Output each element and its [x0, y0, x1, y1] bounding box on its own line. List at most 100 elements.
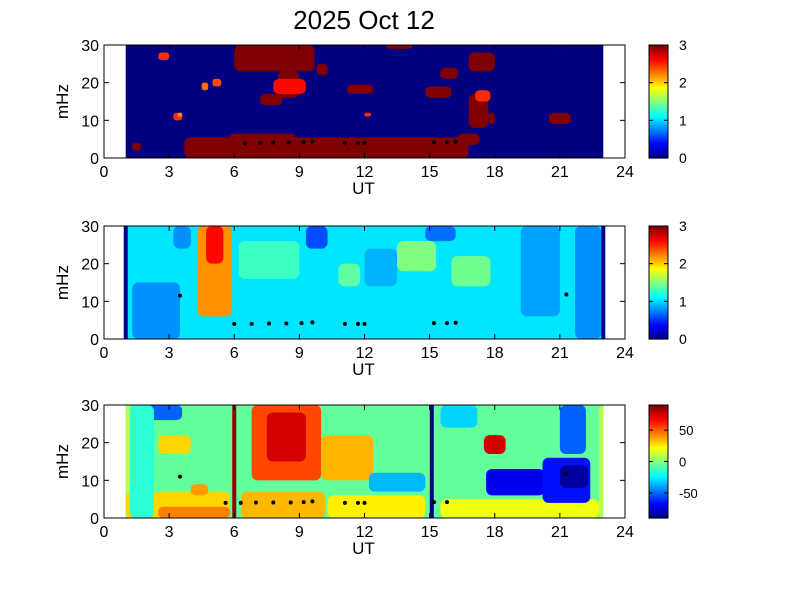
data-marker: [444, 140, 449, 145]
colorbar-segment: [649, 514, 668, 517]
colorbar-segment: [649, 55, 668, 58]
colorbar-segment: [649, 67, 668, 71]
heatmap-feature: [321, 435, 374, 481]
colorbar-segment: [649, 316, 668, 319]
colorbar-segment: [649, 415, 668, 418]
colorbar-frame: [648, 44, 669, 159]
figure-title: 2025 Oct 12: [293, 5, 435, 35]
colorbar-segment: [649, 248, 668, 252]
data-marker: [299, 321, 304, 326]
colorbar-segment: [649, 154, 668, 157]
colorbar-segment: [649, 472, 668, 475]
colorbar: 0 1 2 3: [648, 218, 687, 347]
colorbar-segment: [649, 236, 668, 239]
colorbar-segment: [649, 266, 668, 269]
heatmap-feature: [132, 142, 141, 151]
x-tick-label: 24: [616, 524, 634, 541]
colorbar-segment: [649, 436, 668, 440]
colorbar-segment: [649, 440, 668, 443]
colorbar-segment: [649, 426, 668, 429]
colorbar-segment: [649, 240, 668, 243]
colorbar-segment: [649, 413, 668, 417]
data-marker: [238, 500, 243, 505]
colorbar-segment: [649, 238, 668, 241]
colorbar-segment: [649, 264, 668, 268]
heatmap-feature: [368, 472, 426, 492]
colorbar-segment: [649, 317, 668, 321]
colorbar-segment: [649, 226, 668, 229]
heatmap-feature: [158, 52, 170, 61]
x-axis-label: UT: [352, 360, 375, 379]
colorbar-segment: [649, 493, 668, 496]
data-marker: [271, 140, 276, 145]
data-marker: [271, 500, 276, 505]
colorbar-segment: [649, 75, 668, 78]
data-marker: [310, 320, 315, 325]
colorbar-segment: [649, 241, 668, 245]
x-axis-label: UT: [352, 539, 375, 558]
colorbar-segment: [649, 326, 668, 330]
colorbar-segment: [649, 296, 668, 299]
x-tick-label: 0: [100, 524, 109, 541]
heatmap-feature: [475, 90, 491, 102]
colorbar-segment: [649, 319, 668, 322]
colorbar-segment: [649, 482, 668, 486]
heatmap-feature: [234, 45, 315, 72]
colorbar-segment: [649, 422, 668, 426]
colorbar-segment: [649, 284, 668, 287]
colorbar-tick-label: 0: [679, 331, 687, 347]
colorbar-segment: [649, 486, 668, 489]
colorbar-segment: [649, 495, 668, 498]
colorbar-segment: [649, 408, 668, 411]
x-tick-label: 15: [421, 164, 439, 181]
colorbar-segment: [649, 405, 668, 408]
data-marker: [342, 140, 347, 145]
colorbar-tick-label: 0: [679, 150, 687, 166]
colorbar-segment: [649, 291, 668, 294]
colorbar-segment: [649, 64, 668, 67]
colorbar-segment: [649, 80, 668, 83]
colorbar-segment: [649, 231, 668, 234]
y-tick-label: 20: [81, 257, 99, 274]
heatmap-feature: [559, 405, 586, 454]
heatmap-feature: [125, 405, 131, 518]
data-marker: [431, 321, 436, 326]
colorbar-segment: [649, 138, 668, 141]
heatmap-feature: [549, 112, 571, 125]
colorbar-segment: [649, 112, 668, 115]
colorbar-tick-label: 1: [679, 293, 687, 309]
colorbar-segment: [649, 289, 668, 292]
colorbar-segment: [649, 122, 668, 126]
colorbar-segment: [649, 82, 668, 85]
colorbar-segment: [649, 463, 668, 466]
x-tick-label: 12: [356, 524, 374, 541]
colorbar-segment: [649, 475, 668, 478]
colorbar-segment: [649, 52, 668, 55]
colorbar-segment: [649, 245, 668, 248]
colorbar-segment: [649, 234, 668, 238]
vertical-marker-line: [429, 405, 434, 518]
x-tick-label: 12: [356, 345, 374, 362]
y-tick-label: 0: [90, 511, 99, 528]
colorbar-segment: [649, 293, 668, 296]
heatmap-feature: [440, 67, 458, 79]
colorbar-segment: [649, 282, 668, 285]
colorbar-segment: [649, 456, 668, 459]
heatmap-feature: [130, 405, 154, 518]
colorbar-segment: [649, 256, 668, 259]
heatmap-feature: [468, 93, 489, 128]
colorbar-segment: [649, 271, 668, 275]
x-tick-label: 6: [230, 345, 239, 362]
colorbar-segment: [649, 410, 668, 413]
y-tick-label: 0: [90, 151, 99, 168]
colorbar-segment: [649, 300, 668, 303]
heatmap-feature: [451, 256, 491, 287]
colorbar-segment: [649, 268, 668, 271]
colorbar: 50 0 -50: [648, 404, 698, 519]
colorbar-segment: [649, 145, 668, 149]
data-marker: [177, 293, 182, 298]
data-marker: [310, 139, 315, 144]
colorbar-segment: [649, 477, 668, 480]
colorbar-segment: [649, 447, 668, 450]
data-marker: [355, 500, 360, 505]
